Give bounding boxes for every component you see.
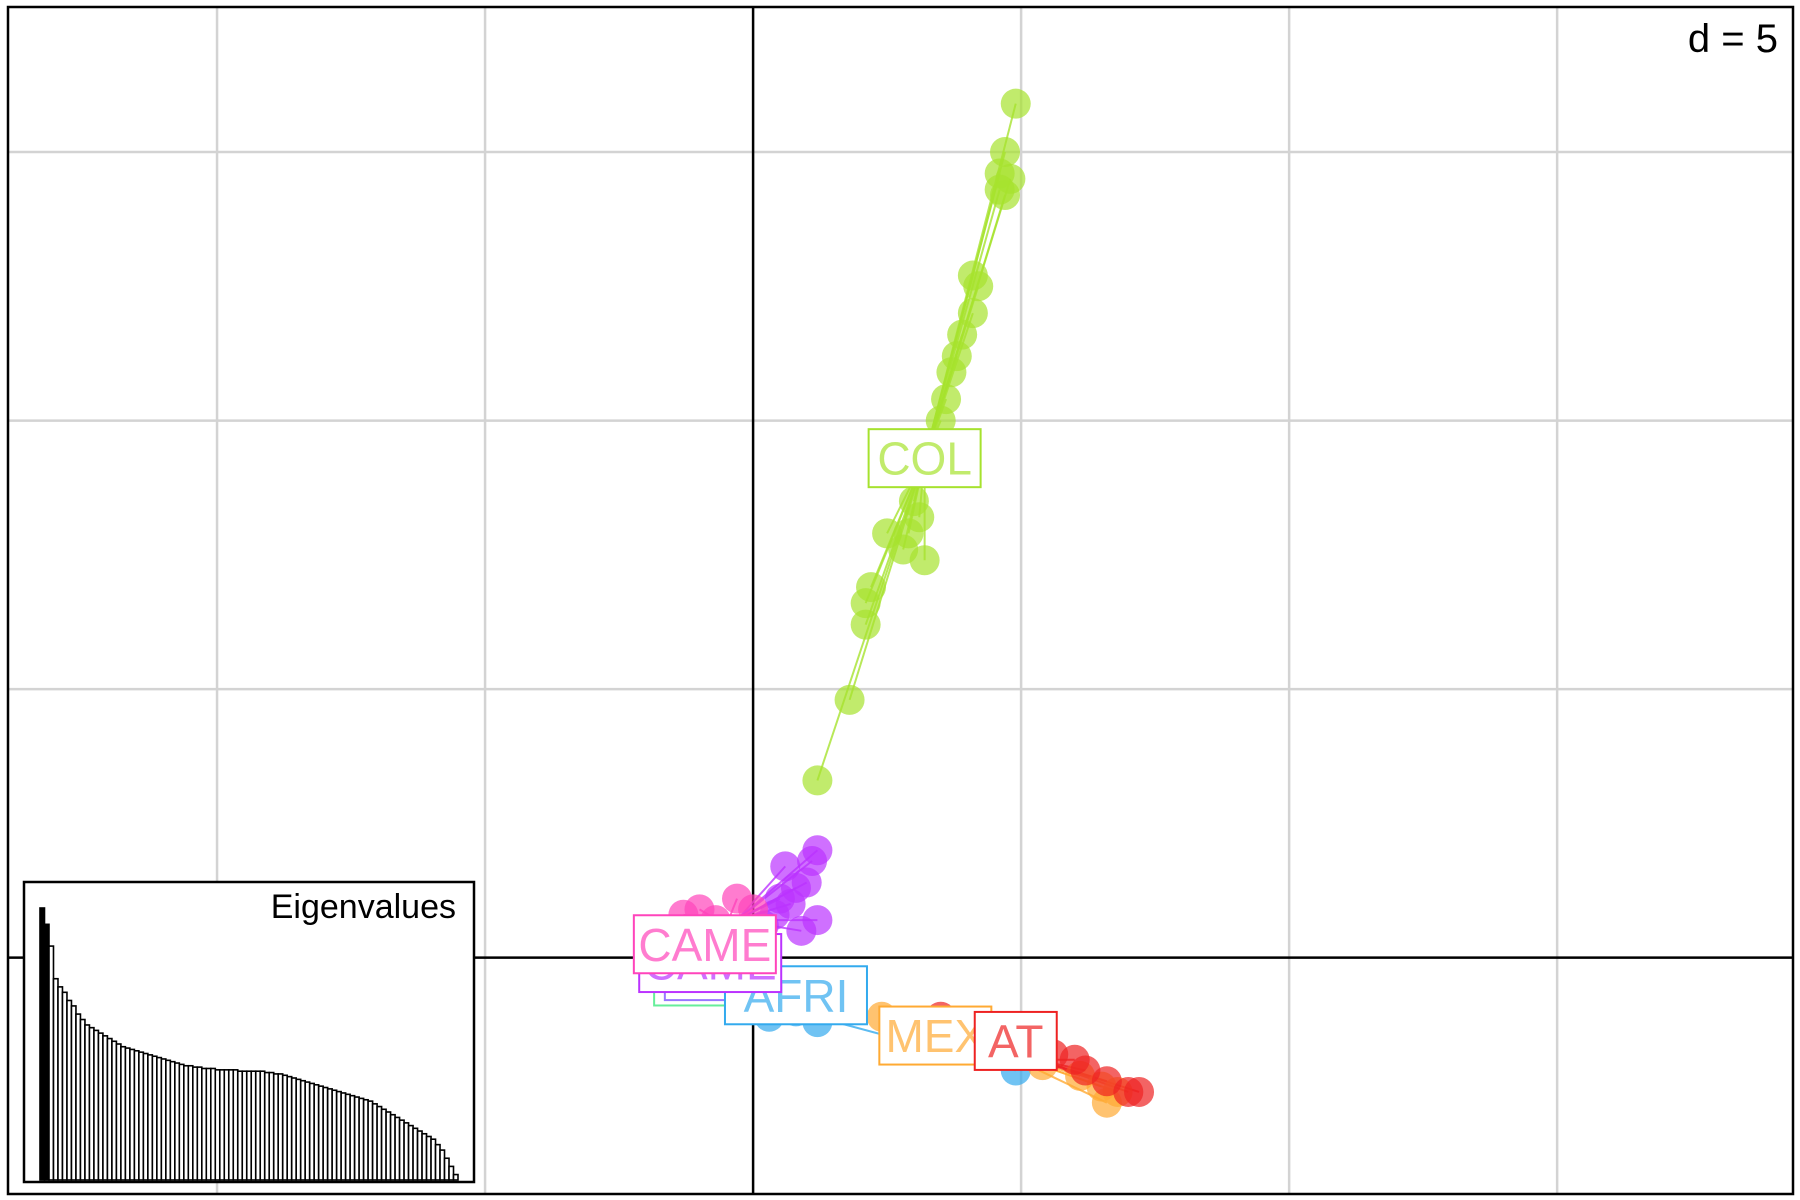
data-point <box>936 357 967 388</box>
label-box <box>867 428 982 489</box>
group-label-came: CAME <box>632 914 777 975</box>
group-label-text: CAME <box>638 919 771 971</box>
data-point <box>909 545 940 576</box>
label-box <box>878 1005 993 1066</box>
data-point <box>834 684 865 715</box>
scale-label: d = 5 <box>1688 17 1778 61</box>
label-box <box>973 1010 1058 1071</box>
data-point <box>1000 88 1031 119</box>
inset-title: Eigenvalues <box>271 888 456 926</box>
data-point <box>963 271 994 302</box>
data-point <box>786 915 817 946</box>
group-label-col: COL <box>867 428 982 489</box>
plot-frame <box>6 5 1795 1196</box>
eigenvalues-inset: Eigenvalues <box>22 880 476 1184</box>
label-box <box>632 914 777 975</box>
data-point <box>925 405 956 436</box>
data-point <box>990 179 1021 210</box>
group-label-text: AT <box>988 1015 1043 1067</box>
group-label-text: MEX <box>885 1010 985 1062</box>
eigenvalue-bar <box>448 1165 455 1181</box>
grid <box>8 7 1793 1194</box>
data-point <box>802 765 833 796</box>
eigenvalue-bar <box>452 1173 459 1181</box>
eigenvalue-bars <box>39 907 459 1181</box>
group-label-text: COL <box>877 433 972 485</box>
group-label-mex: MEX <box>878 1005 993 1066</box>
data-point <box>850 588 881 619</box>
group-labels: MEXAFRIATCAMECAMECOL <box>632 428 1058 1071</box>
data-point <box>850 609 881 640</box>
data-point <box>1124 1076 1155 1107</box>
group-label-at: AT <box>973 1010 1058 1071</box>
